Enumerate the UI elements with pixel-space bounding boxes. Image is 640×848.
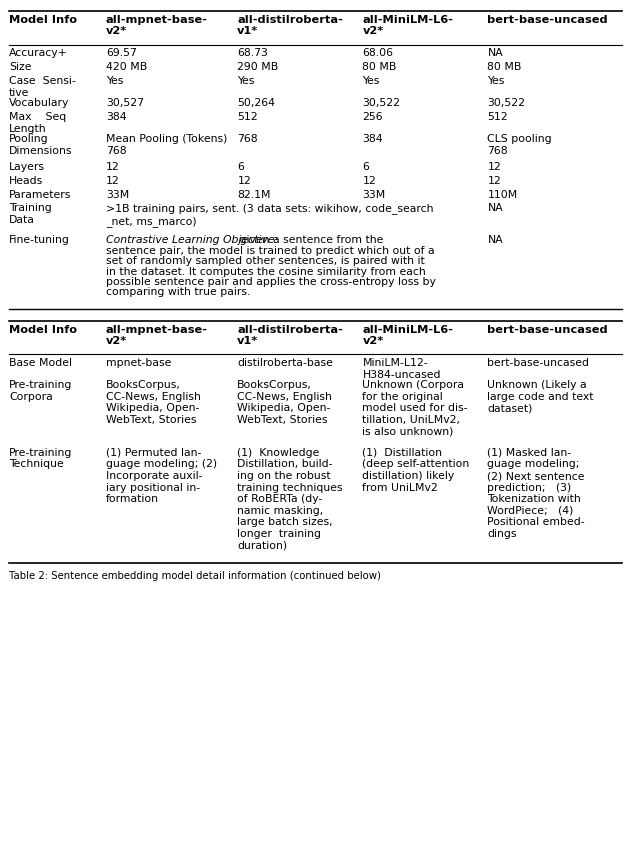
Text: (1) Masked lan-
guage modeling;
(2) Next sentence
prediction;   (3)
Tokenization: (1) Masked lan- guage modeling; (2) Next… bbox=[488, 448, 585, 539]
Text: 768: 768 bbox=[237, 134, 258, 144]
Text: Model Info: Model Info bbox=[9, 325, 77, 335]
Text: BooksCorpus,
CC-News, English
Wikipedia, Open-
WebText, Stories: BooksCorpus, CC-News, English Wikipedia,… bbox=[106, 380, 201, 425]
Text: distilroberta-base: distilroberta-base bbox=[237, 359, 333, 368]
Text: Heads: Heads bbox=[9, 176, 44, 186]
Text: 384: 384 bbox=[362, 134, 383, 144]
Text: MiniLM-L12-
H384-uncased: MiniLM-L12- H384-uncased bbox=[362, 359, 441, 380]
Text: 30,522: 30,522 bbox=[488, 98, 525, 109]
Text: 256: 256 bbox=[362, 112, 383, 122]
Text: Max    Seq
Length: Max Seq Length bbox=[9, 112, 67, 134]
Text: bert-base-uncased: bert-base-uncased bbox=[488, 14, 608, 25]
Text: 6: 6 bbox=[362, 162, 369, 172]
Text: 512: 512 bbox=[237, 112, 258, 122]
Text: Yes: Yes bbox=[106, 76, 124, 86]
Text: CLS pooling
768: CLS pooling 768 bbox=[488, 134, 552, 155]
Text: Fine-tuning: Fine-tuning bbox=[9, 235, 70, 245]
Text: Table 2: Sentence embedding model detail information (continued below): Table 2: Sentence embedding model detail… bbox=[9, 571, 381, 581]
Text: NA: NA bbox=[488, 48, 503, 59]
Text: Pre-training
Technique: Pre-training Technique bbox=[9, 448, 72, 470]
Text: bert-base-uncased: bert-base-uncased bbox=[488, 325, 608, 335]
Text: 12: 12 bbox=[237, 176, 251, 186]
Text: Size: Size bbox=[9, 63, 31, 72]
Text: 110M: 110M bbox=[488, 190, 518, 199]
Text: all-MiniLM-L6-
v2*: all-MiniLM-L6- v2* bbox=[362, 14, 453, 36]
Text: 12: 12 bbox=[106, 176, 120, 186]
Text: all-distilroberta-
v1*: all-distilroberta- v1* bbox=[237, 325, 343, 346]
Text: 30,527: 30,527 bbox=[106, 98, 144, 109]
Text: Contrastive Learning Objective:: Contrastive Learning Objective: bbox=[106, 235, 278, 245]
Text: Unknown (Likely a
large code and text
dataset): Unknown (Likely a large code and text da… bbox=[488, 380, 594, 414]
Text: 69.57: 69.57 bbox=[106, 48, 137, 59]
Text: all-mpnet-base-
v2*: all-mpnet-base- v2* bbox=[106, 325, 208, 346]
Text: all-mpnet-base-
v2*: all-mpnet-base- v2* bbox=[106, 14, 208, 36]
Text: mpnet-base: mpnet-base bbox=[106, 359, 172, 368]
Text: BooksCorpus,
CC-News, English
Wikipedia, Open-
WebText, Stories: BooksCorpus, CC-News, English Wikipedia,… bbox=[237, 380, 332, 425]
Text: Mean Pooling (Tokens)
768: Mean Pooling (Tokens) 768 bbox=[106, 134, 227, 155]
Text: 384: 384 bbox=[106, 112, 127, 122]
Text: 68.06: 68.06 bbox=[362, 48, 394, 59]
Text: all-distilroberta-
v1*: all-distilroberta- v1* bbox=[237, 14, 343, 36]
Text: possible sentence pair and applies the cross-entropy loss by: possible sentence pair and applies the c… bbox=[106, 277, 436, 287]
Text: Yes: Yes bbox=[488, 76, 505, 86]
Text: 6: 6 bbox=[237, 162, 244, 172]
Text: 80 MB: 80 MB bbox=[488, 63, 522, 72]
Text: (1)  Distillation
(deep self-attention
distillation) likely
from UniLMv2: (1) Distillation (deep self-attention di… bbox=[362, 448, 470, 493]
Text: NA: NA bbox=[488, 235, 503, 245]
Text: >1B training pairs, sent. (3 data sets: wikihow, code_search
_net, ms_marco): >1B training pairs, sent. (3 data sets: … bbox=[106, 204, 433, 227]
Text: 12: 12 bbox=[488, 162, 501, 172]
Text: bert-base-uncased: bert-base-uncased bbox=[488, 359, 589, 368]
Text: Parameters: Parameters bbox=[9, 190, 72, 199]
Text: 30,522: 30,522 bbox=[362, 98, 401, 109]
Text: Yes: Yes bbox=[362, 76, 380, 86]
Text: (1)  Knowledge
Distillation, build-
ing on the robust
training techniques
of RoB: (1) Knowledge Distillation, build- ing o… bbox=[237, 448, 343, 550]
Text: Yes: Yes bbox=[237, 76, 255, 86]
Text: NA: NA bbox=[488, 204, 503, 214]
Text: Vocabulary: Vocabulary bbox=[9, 98, 69, 109]
Text: Model Info: Model Info bbox=[9, 14, 77, 25]
Text: Accuracy+: Accuracy+ bbox=[9, 48, 68, 59]
Text: 33M: 33M bbox=[362, 190, 386, 199]
Text: in the dataset. It computes the cosine similarity from each: in the dataset. It computes the cosine s… bbox=[106, 266, 426, 276]
Text: Pre-training
Corpora: Pre-training Corpora bbox=[9, 380, 72, 402]
Text: Base Model: Base Model bbox=[9, 359, 72, 368]
Text: 420 MB: 420 MB bbox=[106, 63, 147, 72]
Text: all-MiniLM-L6-
v2*: all-MiniLM-L6- v2* bbox=[362, 325, 453, 346]
Text: 12: 12 bbox=[362, 176, 376, 186]
Text: 80 MB: 80 MB bbox=[362, 63, 397, 72]
Text: 50,264: 50,264 bbox=[237, 98, 275, 109]
Text: 512: 512 bbox=[488, 112, 508, 122]
Text: 33M: 33M bbox=[106, 190, 129, 199]
Text: set of randomly sampled other sentences, is paired with it: set of randomly sampled other sentences,… bbox=[106, 256, 425, 266]
Text: sentence pair, the model is trained to predict which out of a: sentence pair, the model is trained to p… bbox=[106, 246, 435, 256]
Text: 12: 12 bbox=[106, 162, 120, 172]
Text: given a sentence from the: given a sentence from the bbox=[236, 235, 383, 245]
Text: Unknown (Corpora
for the original
model used for dis-
tillation, UniLMv2,
is als: Unknown (Corpora for the original model … bbox=[362, 380, 468, 437]
Text: Case  Sensi-
tive: Case Sensi- tive bbox=[9, 76, 76, 98]
Text: 68.73: 68.73 bbox=[237, 48, 268, 59]
Text: comparing with true pairs.: comparing with true pairs. bbox=[106, 287, 250, 298]
Text: 12: 12 bbox=[488, 176, 501, 186]
Text: 290 MB: 290 MB bbox=[237, 63, 278, 72]
Text: Layers: Layers bbox=[9, 162, 45, 172]
Text: 82.1M: 82.1M bbox=[237, 190, 271, 199]
Text: Training
Data: Training Data bbox=[9, 204, 52, 225]
Text: Pooling
Dimensions: Pooling Dimensions bbox=[9, 134, 72, 155]
Text: (1) Permuted lan-
guage modeling; (2)
Incorporate auxil-
iary positional in-
for: (1) Permuted lan- guage modeling; (2) In… bbox=[106, 448, 217, 505]
